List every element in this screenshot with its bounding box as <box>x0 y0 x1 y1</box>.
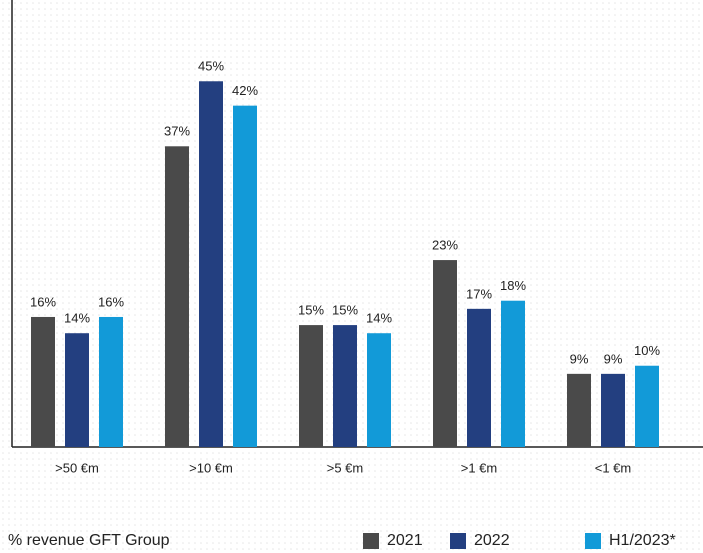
bar <box>501 300 525 447</box>
value-label: 42% <box>232 83 258 98</box>
bar <box>635 365 659 447</box>
x-tick-label: >50 €m <box>55 460 99 475</box>
x-tick-label: >5 €m <box>327 460 364 475</box>
bar <box>333 325 357 447</box>
x-tick-label: >1 €m <box>461 460 498 475</box>
bar <box>233 105 257 448</box>
value-label: 37% <box>164 124 190 139</box>
legend-label: 2022 <box>474 532 510 549</box>
bar <box>199 81 223 447</box>
value-label: 14% <box>366 311 392 326</box>
legend-swatch <box>585 533 601 549</box>
value-label: 17% <box>466 286 492 301</box>
bar <box>65 333 89 447</box>
legend-label: H1/2023* <box>609 532 676 549</box>
value-label: 10% <box>634 343 660 358</box>
x-tick-label: >10 €m <box>189 460 233 475</box>
bar <box>601 373 625 447</box>
value-label: 9% <box>570 351 589 366</box>
value-label: 15% <box>298 303 324 318</box>
bar <box>467 308 491 447</box>
legend-swatch <box>450 533 466 549</box>
value-label: 18% <box>500 278 526 293</box>
bar <box>165 146 189 448</box>
value-label: 16% <box>98 294 124 309</box>
bar <box>567 373 591 447</box>
bar <box>299 325 323 447</box>
value-label: 45% <box>198 59 224 74</box>
legend-label: 2021 <box>387 532 423 549</box>
x-tick-label: <1 €m <box>595 460 632 475</box>
value-label: 16% <box>30 294 56 309</box>
legend-swatch <box>363 533 379 549</box>
value-label: 23% <box>432 238 458 253</box>
value-label: 14% <box>64 311 90 326</box>
value-label: 9% <box>604 351 623 366</box>
value-label: 15% <box>332 303 358 318</box>
bar <box>433 260 457 447</box>
bar <box>367 333 391 447</box>
y-axis-label: % revenue GFT Group <box>8 532 170 549</box>
bar <box>99 316 123 447</box>
bar <box>31 316 55 447</box>
